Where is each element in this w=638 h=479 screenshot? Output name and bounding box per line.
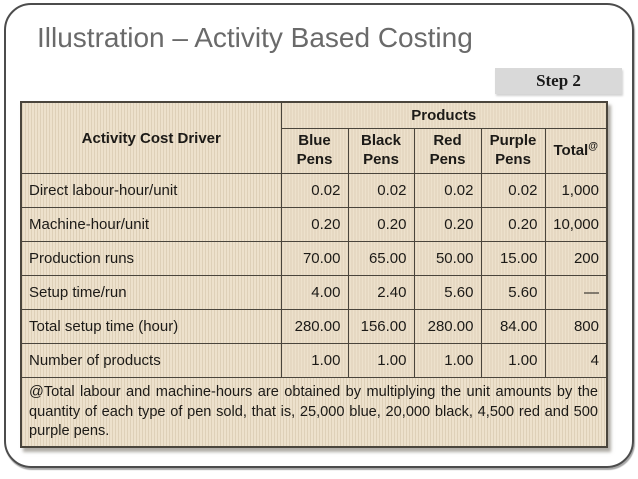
cell-value: 5.60 [480, 275, 546, 310]
products-header: Products [280, 101, 608, 129]
table-row-production-runs: Production runs 70.00 65.00 50.00 15.00 … [20, 241, 608, 276]
table-row-direct-labour: Direct labour-hour/unit 0.02 0.02 0.02 0… [20, 173, 608, 208]
cell-value: 5.60 [413, 275, 482, 310]
cell-value: 1.00 [280, 343, 349, 378]
activity-cost-driver-table: Activity Cost Driver Products Blue Pens … [20, 101, 608, 448]
products-header-row: Activity Cost Driver Products [20, 101, 608, 174]
row-label: Number of products [20, 343, 282, 378]
cell-value: 0.02 [280, 173, 349, 208]
cell-value: 156.00 [347, 309, 415, 344]
cell-value: 4.00 [280, 275, 349, 310]
cell-value: 1.00 [480, 343, 546, 378]
cell-value: 2.40 [347, 275, 415, 310]
cell-value: 200 [544, 241, 608, 276]
cell-value: 1.00 [347, 343, 415, 378]
step-badge: Step 2 [495, 68, 622, 94]
column-header-black-pens: Black Pens [347, 128, 415, 174]
activity-cost-driver-header: Activity Cost Driver [20, 101, 282, 174]
cell-value: 280.00 [413, 309, 482, 344]
table-row-total-setup-time: Total setup time (hour) 280.00 156.00 28… [20, 309, 608, 344]
slide-title: Illustration – Activity Based Costing [37, 22, 473, 53]
cell-value: 0.20 [413, 207, 482, 242]
row-label: Setup time/run [20, 275, 282, 310]
cell-value: 84.00 [480, 309, 546, 344]
cell-value: 15.00 [480, 241, 546, 276]
cell-value: 0.20 [480, 207, 546, 242]
total-label: Total [553, 141, 589, 159]
pen-columns-header-row: Blue Pens Black Pens Red Pens Purple Pen… [21, 128, 608, 174]
cell-value: 0.20 [347, 207, 415, 242]
cell-value: 50.00 [413, 241, 482, 276]
table-row-setup-time-per-run: Setup time/run 4.00 2.40 5.60 5.60 — [20, 275, 608, 310]
cell-value: — [544, 275, 608, 310]
row-label: Direct labour-hour/unit [20, 173, 282, 208]
table-row-number-of-products: Number of products 1.00 1.00 1.00 1.00 4 [20, 343, 608, 378]
cell-value: 1.00 [413, 343, 482, 378]
cell-value: 1,000 [544, 173, 608, 208]
cell-value: 800 [544, 309, 608, 344]
total-footnote-marker: @ [588, 140, 598, 152]
cell-value: 0.02 [347, 173, 415, 208]
table-row-machine-hour: Machine-hour/unit 0.20 0.20 0.20 0.20 10… [20, 207, 608, 242]
column-header-blue-pens: Blue Pens [280, 128, 349, 174]
cell-value: 4 [544, 343, 608, 378]
cell-value: 10,000 [544, 207, 608, 242]
column-header-purple-pens: Purple Pens [480, 128, 546, 174]
column-header-total: Total@ [544, 128, 608, 174]
cell-value: 0.02 [480, 173, 546, 208]
row-label: Total setup time (hour) [20, 309, 282, 344]
column-header-red-pens: Red Pens [413, 128, 482, 174]
cell-value: 0.02 [413, 173, 482, 208]
cell-value: 280.00 [280, 309, 349, 344]
table-footnote-row: @Total labour and machine-hours are obta… [20, 376, 608, 448]
row-label: Production runs [20, 241, 282, 276]
cell-value: 0.20 [280, 207, 349, 242]
row-label: Machine-hour/unit [20, 207, 282, 242]
table-footnote: @Total labour and machine-hours are obta… [20, 376, 608, 448]
cell-value: 70.00 [280, 241, 349, 276]
cell-value: 65.00 [347, 241, 415, 276]
